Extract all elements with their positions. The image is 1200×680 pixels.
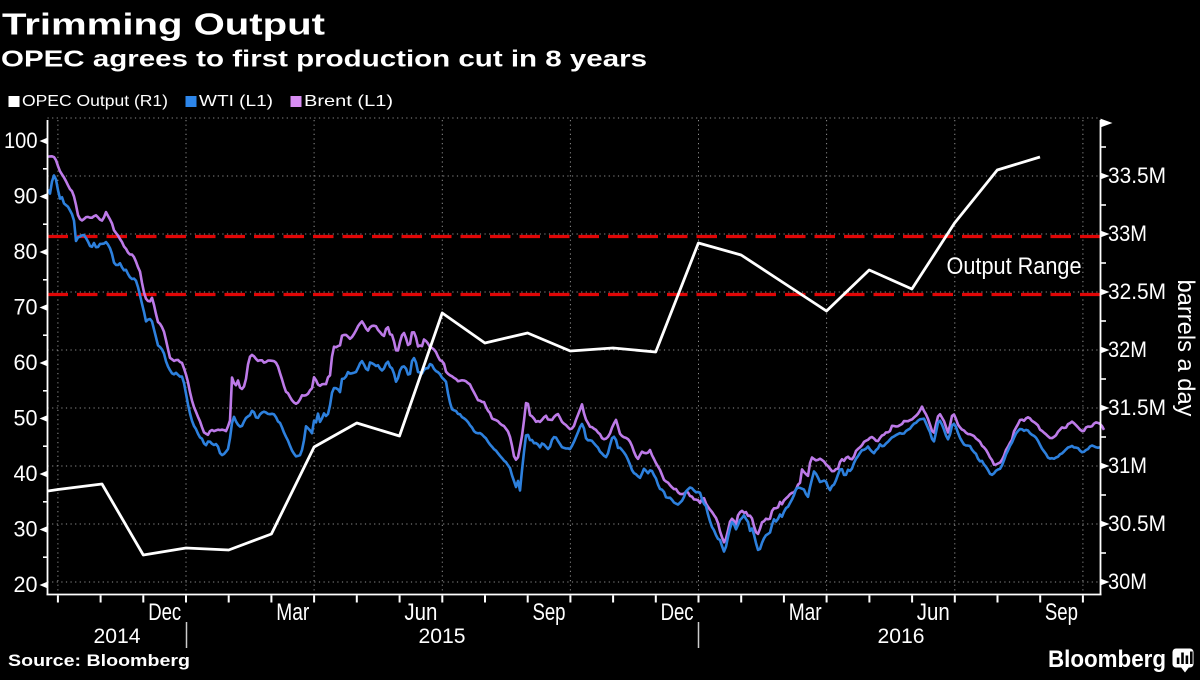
- svg-text:OPEC agrees to first productio: OPEC agrees to first production cut in 8…: [1, 46, 647, 72]
- svg-text:90: 90: [14, 184, 38, 209]
- svg-text:Sep: Sep: [1045, 599, 1078, 626]
- svg-text:33.5M: 33.5M: [1108, 163, 1166, 188]
- svg-text:70: 70: [14, 295, 38, 320]
- svg-text:100: 100: [4, 128, 38, 153]
- svg-text:2016: 2016: [878, 625, 925, 648]
- svg-text:Trimming Output: Trimming Output: [2, 7, 325, 42]
- svg-text:Dec: Dec: [148, 599, 181, 626]
- svg-text:2014: 2014: [94, 625, 141, 648]
- svg-text:WTI (L1): WTI (L1): [199, 93, 273, 110]
- svg-text:Sep: Sep: [533, 599, 566, 626]
- svg-text:Mar: Mar: [276, 599, 309, 626]
- svg-text:Jun: Jun: [917, 599, 950, 626]
- svg-text:60: 60: [14, 350, 38, 375]
- svg-text:20: 20: [14, 572, 38, 597]
- svg-text:Output Range: Output Range: [947, 253, 1082, 280]
- svg-text:80: 80: [14, 239, 38, 264]
- svg-text:Bloomberg: Bloomberg: [1048, 646, 1166, 673]
- svg-text:50: 50: [14, 406, 38, 431]
- svg-text:Brent (L1): Brent (L1): [304, 93, 393, 110]
- svg-text:31M: 31M: [1108, 453, 1147, 478]
- svg-text:32M: 32M: [1108, 337, 1147, 362]
- svg-text:2015: 2015: [419, 625, 466, 648]
- svg-text:OPEC Output (R1): OPEC Output (R1): [22, 93, 168, 110]
- svg-text:Dec: Dec: [661, 599, 694, 626]
- svg-text:Mar: Mar: [789, 599, 822, 626]
- svg-text:30.5M: 30.5M: [1108, 511, 1166, 536]
- svg-text:Jun: Jun: [404, 599, 437, 626]
- svg-text:30M: 30M: [1108, 569, 1147, 594]
- svg-text:30: 30: [14, 517, 38, 542]
- svg-text:31.5M: 31.5M: [1108, 395, 1166, 420]
- svg-text:Source: Bloomberg: Source: Bloomberg: [8, 652, 190, 670]
- svg-text:32.5M: 32.5M: [1108, 279, 1166, 304]
- svg-text:40: 40: [14, 461, 38, 486]
- svg-text:33M: 33M: [1108, 221, 1147, 246]
- svg-text:barrels a day: barrels a day: [1172, 280, 1199, 417]
